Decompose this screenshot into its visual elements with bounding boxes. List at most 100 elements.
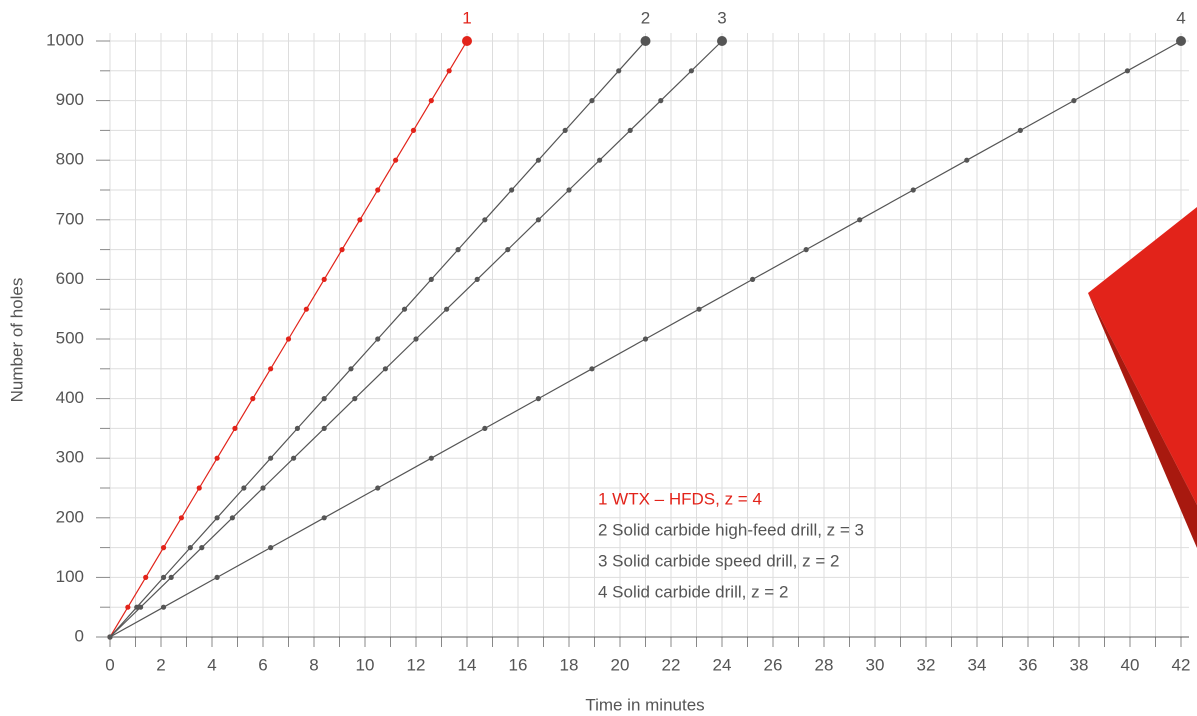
point: [562, 127, 568, 133]
y-tick-label: 600: [56, 269, 84, 288]
point: [482, 425, 488, 431]
point: [107, 634, 113, 640]
x-tick-label: 32: [917, 655, 936, 674]
point: [375, 187, 381, 193]
point: [462, 36, 472, 46]
point: [413, 336, 419, 342]
point: [250, 396, 256, 402]
y-tick-label: 800: [56, 150, 84, 169]
end-label: 4: [1176, 8, 1185, 27]
point: [428, 276, 434, 282]
point: [597, 157, 603, 163]
point: [143, 574, 149, 581]
point: [482, 217, 488, 223]
end-label: 1: [462, 8, 471, 27]
point: [285, 336, 292, 342]
y-tick-label: 900: [56, 90, 84, 109]
end-label: 3: [717, 8, 726, 27]
x-tick-label: 40: [1121, 655, 1140, 674]
y-axis-title: Number of holes: [7, 278, 26, 403]
y-tick-label: 100: [56, 567, 84, 586]
y-tick-label: 500: [56, 328, 84, 347]
x-tick-label: 2: [156, 655, 165, 674]
x-tick-label: 24: [713, 655, 732, 674]
red-shape-shadow: [1088, 293, 1197, 548]
point: [303, 306, 309, 312]
point: [321, 396, 327, 402]
point: [160, 574, 167, 581]
point: [348, 366, 354, 372]
x-tick-label: 42: [1172, 655, 1191, 674]
point: [214, 455, 220, 461]
point: [168, 574, 174, 581]
point: [268, 366, 274, 372]
x-tick-label: 20: [611, 655, 630, 674]
point: [535, 157, 542, 163]
point: [291, 455, 297, 461]
point: [658, 98, 664, 104]
legend-entry: 2 Solid carbide high-feed drill, z = 3: [598, 520, 864, 539]
point: [640, 36, 651, 46]
point: [232, 425, 238, 431]
x-axis-title: Time in minutes: [585, 695, 704, 714]
x-tick-label: 18: [560, 655, 579, 674]
point: [696, 306, 702, 312]
legend-entry: 3 Solid carbide speed drill, z = 2: [598, 551, 839, 570]
y-tick-label: 400: [56, 388, 84, 407]
point: [589, 98, 595, 104]
x-tick-label: 30: [866, 655, 885, 674]
point: [138, 604, 144, 610]
point: [717, 36, 727, 46]
x-tick-label: 28: [815, 655, 834, 674]
point: [178, 515, 184, 521]
x-tick-label: 38: [1070, 655, 1089, 674]
point: [1017, 127, 1023, 133]
point: [214, 515, 220, 521]
x-tick-label: 4: [207, 655, 216, 674]
x-tick-label: 14: [458, 655, 477, 674]
point: [321, 515, 327, 521]
x-tick-label: 0: [105, 655, 114, 674]
point: [1071, 98, 1077, 104]
point: [160, 604, 167, 610]
point: [627, 127, 633, 133]
x-tick-label: 12: [407, 655, 426, 674]
point: [750, 276, 756, 282]
point: [642, 336, 649, 342]
x-tick-label: 10: [356, 655, 375, 674]
point: [474, 276, 480, 282]
point: [910, 187, 916, 193]
point: [535, 217, 542, 223]
point: [401, 306, 408, 312]
point: [444, 306, 450, 312]
point: [268, 545, 274, 551]
point: [260, 485, 266, 491]
x-tick-label: 8: [309, 655, 318, 674]
point: [616, 68, 622, 74]
point: [294, 425, 301, 431]
x-tick-label: 22: [662, 655, 681, 674]
point: [857, 217, 863, 223]
point: [428, 98, 434, 104]
legend-entry: 1 WTX – HFDS, z = 4: [598, 489, 762, 508]
point: [196, 485, 202, 491]
point: [241, 485, 247, 491]
x-tick-label: 26: [764, 655, 783, 674]
point: [428, 455, 434, 461]
point: [393, 157, 399, 163]
red-shape: [1088, 207, 1197, 505]
point: [134, 604, 140, 610]
x-tick-label: 36: [1019, 655, 1038, 674]
x-tick-label: 16: [509, 655, 528, 674]
y-tick-label: 300: [56, 448, 84, 467]
point: [455, 247, 461, 253]
point: [1124, 68, 1131, 74]
point: [566, 187, 572, 193]
point: [446, 68, 452, 74]
point: [357, 217, 363, 223]
point: [688, 68, 695, 74]
x-tick-label: 34: [968, 655, 987, 674]
point: [505, 247, 511, 253]
point: [187, 545, 193, 551]
